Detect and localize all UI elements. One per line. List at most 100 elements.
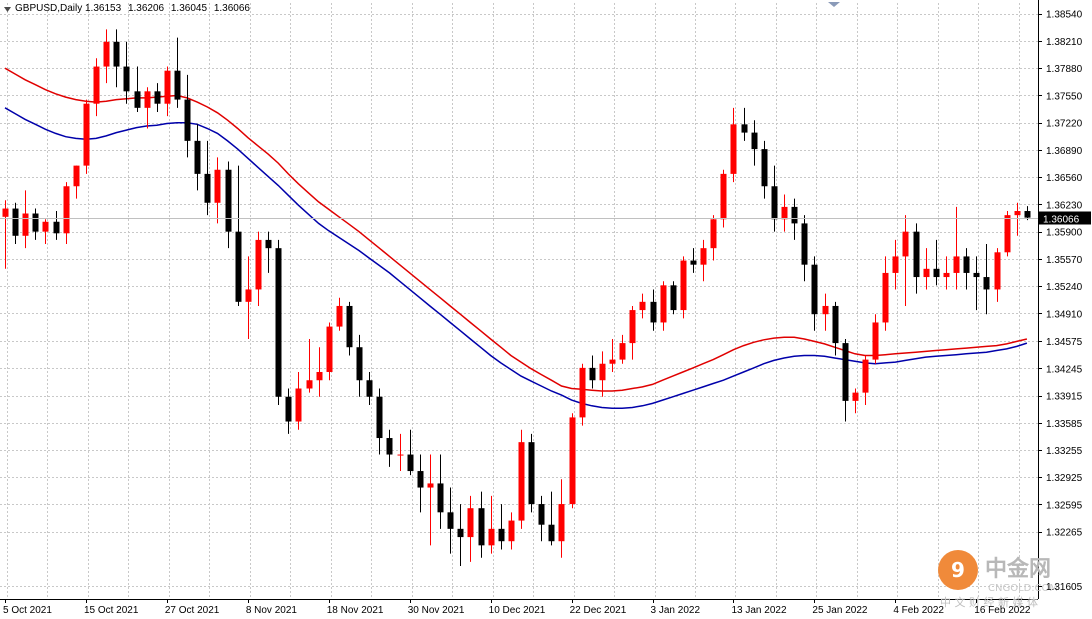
candle-48: [488, 495, 495, 554]
candle-81: [822, 293, 829, 331]
y-tick-label-7: 1.36230: [1046, 200, 1083, 211]
candle-34: [346, 301, 353, 356]
candle-body: [923, 268, 930, 278]
current-price-label-bg: [1039, 211, 1091, 225]
candle-body: [670, 285, 677, 311]
candle-body: [781, 206, 788, 220]
candle-body: [488, 528, 495, 546]
candle-body: [154, 91, 161, 104]
candle-body: [811, 264, 818, 315]
candle-3: [32, 208, 39, 240]
candle-body: [639, 301, 646, 311]
candle-body: [801, 223, 808, 265]
candle-body: [63, 186, 70, 234]
y-tick-label-19: 1.32265: [1046, 528, 1083, 539]
candle-body: [326, 326, 333, 372]
candle-54: [548, 491, 555, 546]
candle-92: [933, 239, 940, 286]
y-tick-label-13: 1.34245: [1046, 364, 1083, 375]
candle-body: [285, 396, 292, 422]
candle-23: [235, 165, 242, 306]
candle-76: [771, 165, 778, 232]
candle-67: [680, 256, 687, 319]
candle-68: [690, 248, 697, 273]
scroll-shift-icon[interactable]: [828, 2, 840, 7]
dropdown-arrow-icon[interactable]: [4, 7, 11, 12]
candle-24: [245, 256, 252, 339]
candle-body: [73, 165, 80, 187]
y-tick-label-2: 1.37880: [1046, 64, 1083, 75]
candle-79: [801, 215, 808, 282]
candle-57: [579, 363, 586, 426]
candle-22: [225, 161, 232, 249]
y-tick-label-12: 1.34575: [1046, 337, 1083, 348]
chart-title: GBPUSD,Daily 1.36153 1.36206 1.36045 1.3…: [4, 2, 840, 14]
candle-37: [376, 388, 383, 455]
candle-body: [83, 103, 90, 166]
candle-35: [356, 334, 363, 397]
candle-body: [660, 285, 667, 323]
candle-40: [407, 429, 414, 476]
y-tick-label-10: 1.35240: [1046, 282, 1083, 293]
candle-body: [1024, 211, 1031, 218]
candle-body: [113, 41, 120, 67]
candle-body: [548, 524, 555, 542]
x-tick-label-5: 30 Nov 2021: [408, 605, 465, 616]
candle-96: [973, 256, 980, 311]
candle-body: [103, 41, 110, 67]
y-tick-label-1: 1.38210: [1046, 37, 1083, 48]
watermark-logo-glyph: 9: [951, 558, 965, 582]
candle-2: [22, 190, 29, 249]
candle-66: [670, 281, 677, 315]
x-tick-label-10: 25 Jan 2022: [812, 605, 867, 616]
candle-body: [933, 268, 940, 278]
candle-39: [397, 433, 404, 472]
candle-0: [2, 200, 9, 269]
ohlc-values: 1.36153 1.36206 1.36045 1.36066: [85, 3, 250, 14]
candle-84: [852, 388, 859, 414]
y-tick-label-14: 1.33915: [1046, 392, 1083, 403]
candle-10: [103, 29, 110, 84]
candle-body: [822, 305, 829, 315]
candle-body: [751, 132, 758, 150]
x-tick-label-0: 5 Oct 2021: [3, 605, 52, 616]
candle-body: [882, 272, 889, 323]
candle-49: [498, 504, 505, 550]
candle-body: [407, 454, 414, 472]
candle-body: [629, 310, 636, 344]
candle-86: [872, 314, 879, 364]
y-tick-label-3: 1.37550: [1046, 91, 1083, 102]
candle-19: [194, 124, 201, 191]
candle-body: [93, 66, 100, 104]
candle-body: [356, 347, 363, 381]
candle-78: [791, 198, 798, 240]
candle-body: [123, 66, 130, 92]
candle-body: [650, 301, 657, 323]
candle-99: [1004, 211, 1011, 257]
candle-14: [144, 87, 151, 129]
candle-47: [478, 491, 485, 558]
y-tick-label-15: 1.33585: [1046, 419, 1083, 430]
x-tick-label-4: 18 Nov 2021: [327, 605, 384, 616]
candle-body: [680, 260, 687, 311]
candle-body: [528, 442, 535, 505]
candle-body: [569, 417, 576, 505]
y-tick-label-0: 1.38540: [1046, 10, 1083, 21]
candle-30: [306, 338, 313, 393]
candle-body: [852, 392, 859, 401]
candle-body: [447, 512, 454, 529]
candle-17: [174, 37, 181, 108]
candle-body: [204, 173, 211, 203]
candle-85: [862, 355, 869, 406]
candle-69: [700, 239, 707, 282]
candle-body: [214, 169, 221, 203]
x-tick-label-8: 3 Jan 2022: [651, 605, 701, 616]
candle-body: [690, 260, 697, 265]
candle-53: [538, 495, 545, 542]
candle-4: [42, 219, 49, 245]
candle-52: [528, 433, 535, 513]
candle-body: [53, 221, 60, 234]
candle-body: [579, 367, 586, 418]
candle-13: [134, 66, 141, 112]
